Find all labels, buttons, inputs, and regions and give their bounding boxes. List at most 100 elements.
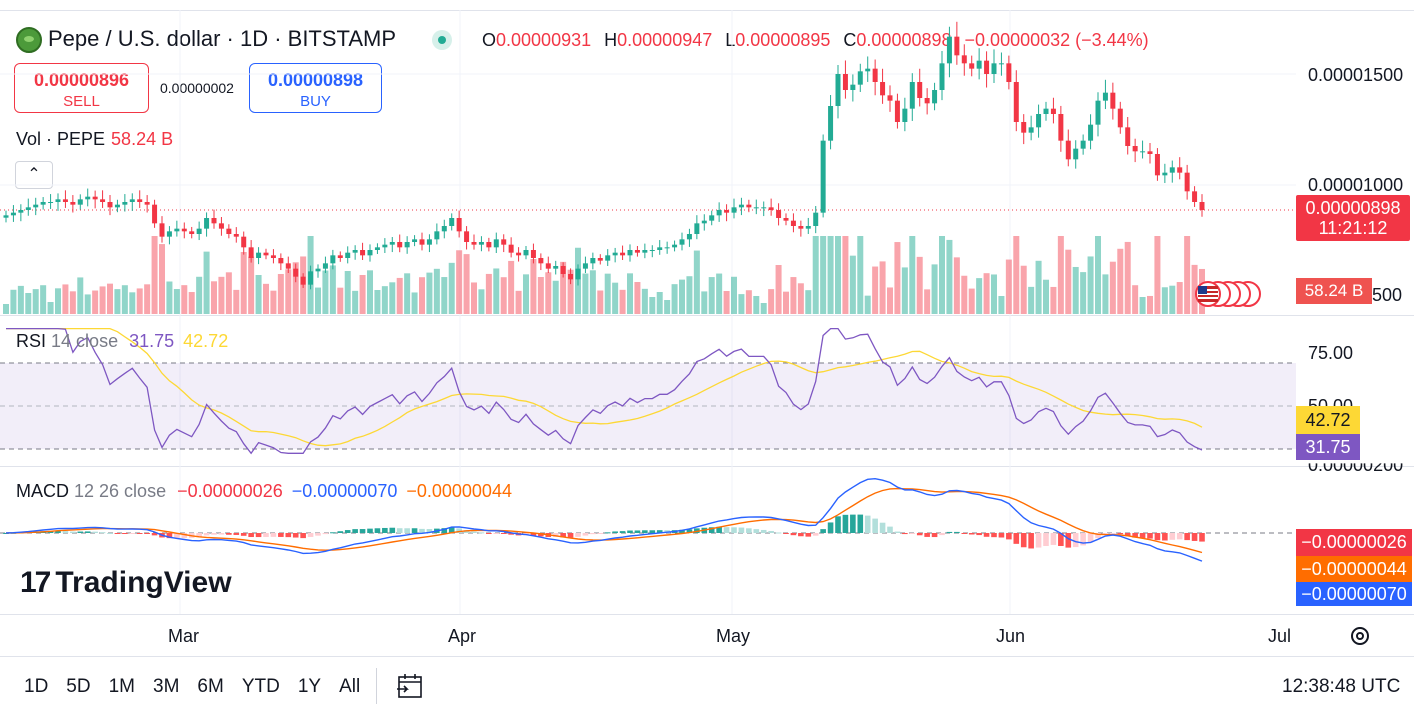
collapse-legend-button[interactable]: ⌃ — [15, 161, 53, 189]
macd-histogram-bar — [530, 533, 537, 536]
macd-histogram-bar — [122, 533, 128, 534]
volume-bar — [530, 259, 537, 314]
volume-bar — [196, 276, 203, 314]
macd-legend[interactable]: MACD 12 26 close −0.00000026 −0.00000070… — [16, 481, 512, 501]
macd-histogram-bar — [864, 515, 871, 533]
candle-body — [694, 223, 700, 234]
volume-bar — [285, 269, 292, 314]
volume-bar — [731, 276, 737, 314]
macd-histogram-bar — [129, 533, 136, 534]
volume-bar — [359, 275, 366, 314]
candle-body — [939, 63, 945, 90]
macd-histogram-bar — [1117, 533, 1124, 535]
macd-histogram-bar — [1095, 533, 1101, 539]
candle-body — [523, 250, 529, 256]
candle-body — [1006, 63, 1012, 82]
macd-histogram-bar — [723, 527, 730, 533]
candle-body — [894, 100, 900, 122]
tf-all[interactable]: All — [339, 676, 361, 697]
volume-bar — [835, 236, 841, 314]
candle-body — [434, 231, 440, 240]
volume-bar — [537, 277, 544, 314]
macd-histogram-bar — [634, 530, 641, 533]
macd-histogram-bar — [1110, 533, 1116, 534]
candle-body — [441, 226, 447, 232]
candle-body — [100, 199, 106, 202]
buy-button[interactable]: 0.00000898 BUY — [249, 63, 382, 113]
macd-histogram-bar — [827, 522, 834, 533]
sell-button[interactable]: 0.00000896 SELL — [14, 63, 149, 113]
macd-histogram-bar — [1147, 533, 1153, 539]
candle-body — [70, 202, 76, 205]
economic-events-icon[interactable] — [1186, 280, 1262, 308]
tf-6m[interactable]: 6M — [197, 676, 224, 697]
macd-histogram-bar — [486, 533, 492, 534]
last-price-badge: 0.00000898 11:21:12 — [1296, 195, 1410, 241]
candle-body — [464, 231, 470, 242]
rsi-legend[interactable]: RSI 14 close 31.75 42.72 — [16, 331, 229, 351]
date-range-calendar-icon[interactable] — [396, 672, 424, 700]
candle-body — [1088, 124, 1094, 141]
macd-histogram-bar — [136, 533, 143, 534]
volume-bar — [619, 289, 626, 314]
macd-histogram-bar — [322, 533, 329, 535]
macd-histogram-bar — [872, 518, 878, 533]
volume-bar — [939, 236, 945, 314]
volume-bar — [983, 273, 990, 314]
macd-histogram-bar — [1154, 533, 1161, 541]
macd-histogram-bar — [738, 527, 745, 533]
candle-body — [471, 242, 477, 245]
macd-histogram-bar — [879, 522, 886, 533]
macd-histogram-bar — [419, 528, 425, 533]
candle-body — [813, 212, 819, 226]
candle-body — [865, 68, 871, 72]
volume-bar — [1176, 282, 1183, 314]
pane-separator — [0, 466, 1414, 467]
utc-clock[interactable]: 12:38:48 UTC — [1282, 676, 1401, 697]
macd-histogram-bar — [270, 533, 277, 537]
settings-gear-icon[interactable] — [1348, 624, 1372, 648]
volume-bar — [597, 290, 604, 314]
macd-histogram-bar — [411, 528, 418, 533]
candle-body — [605, 255, 611, 261]
candle-body — [553, 266, 559, 269]
volume-bar — [790, 277, 797, 314]
volume-bar — [225, 272, 232, 314]
tf-5d[interactable]: 5D — [66, 676, 91, 697]
macd-histogram-bar — [916, 533, 923, 536]
macd-histogram-bar — [1035, 533, 1042, 548]
symbol-title[interactable]: Pepe / U.S. dollar · 1D · BITSTAMP — [48, 26, 397, 51]
volume-bar — [508, 260, 515, 314]
toolbar-divider — [0, 656, 1414, 657]
candle-body — [1184, 172, 1190, 192]
macd-histogram-bar — [144, 533, 150, 534]
macd-histogram-bar — [77, 531, 84, 533]
candle-body — [909, 82, 915, 109]
volume-bar — [916, 256, 923, 314]
volume-bar — [1132, 285, 1139, 314]
macd-histogram-bar — [909, 533, 916, 534]
candle-body — [501, 239, 507, 245]
candle-body — [627, 250, 633, 256]
volume-bar — [679, 279, 685, 314]
candle-body — [18, 210, 24, 213]
volume-legend[interactable]: Vol · PEPE 58.24 B — [16, 129, 174, 149]
tf-1d[interactable]: 1D — [24, 676, 49, 697]
tf-1y[interactable]: 1Y — [297, 676, 322, 697]
volume-bar — [1028, 286, 1035, 314]
volume-bar — [879, 261, 886, 314]
candle-body — [166, 231, 172, 237]
tf-3m[interactable]: 3M — [153, 676, 180, 697]
macd-histogram-bar — [114, 533, 121, 534]
candle-body — [204, 218, 210, 229]
macd-histogram-bar — [62, 531, 69, 533]
tf-ytd[interactable]: YTD — [241, 676, 280, 697]
candle-body — [449, 218, 455, 226]
tf-1m[interactable]: 1M — [108, 676, 135, 697]
timeframe-selector[interactable]: 1D 5D 1M 3M 6M YTD 1Y All — [24, 676, 378, 698]
volume-bar — [1057, 236, 1064, 314]
volume-bar — [701, 291, 708, 314]
candle-body — [1147, 151, 1153, 154]
macd-histogram-bar — [983, 533, 990, 537]
